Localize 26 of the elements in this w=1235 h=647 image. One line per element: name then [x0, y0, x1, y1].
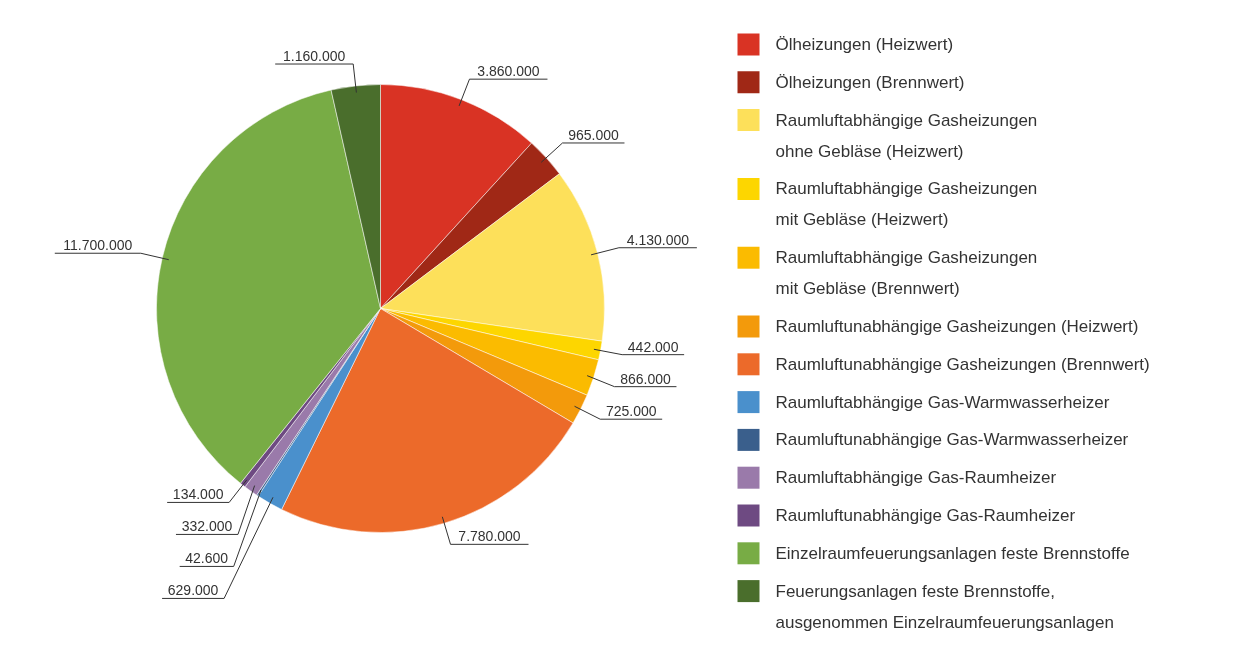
data-label: 4.130.000	[626, 231, 690, 248]
data-label: 42.600	[185, 550, 229, 567]
legend-label: Raumluftabhängige Gasheizungen mit Gebläse (Heizwert)	[775, 179, 1038, 230]
legend-label: Raumluftabhängige Gasheizungen ohne Gebläse (Heizwert)	[775, 110, 1038, 161]
legend-label: Raumluftunabhängige Gasheizungen (Brennwert)	[775, 354, 1150, 374]
legend-label: Ölheizungen (Brennwert)	[775, 72, 965, 92]
data-label: 7.780.000	[458, 528, 521, 545]
data-label: 725.000	[605, 403, 657, 420]
data-label: 1.160.000	[283, 48, 346, 65]
legend-label: Einzelraumfeuerungsanlagen feste Brennstoffe	[775, 543, 1130, 563]
data-label: 134.000	[172, 486, 224, 503]
data-label: 332.000	[181, 518, 233, 535]
legend-label: Feuerungsanlagen feste Brennstoffe, ausgenommen Einzelraumfeuerungsanlagen	[775, 581, 1114, 632]
legend-label: Raumluftunabhängige Gasheizungen (Heizwert)	[775, 317, 1139, 336]
data-label: 629.000	[167, 582, 219, 599]
legend-label: Raumluftunabhängige Gas-Raumheizer	[775, 506, 1076, 525]
legend-label: Raumluftabhängige Gas-Raumheizer	[775, 468, 1057, 488]
data-label: 3.860.000	[477, 63, 540, 80]
legend-label: Ölheizungen (Heizwert)	[775, 35, 954, 54]
data-label: 866.000	[620, 370, 671, 387]
data-label: 442.000	[627, 338, 679, 355]
legend-label: Raumluftabhängige Gasheizungen mit Gebläse (Brennwert)	[775, 248, 1038, 299]
legend-label: Raumluftunabhängige Gas-Warmwasserheizer	[775, 430, 1129, 450]
data-label: 965.000	[568, 126, 619, 143]
data-label: 11.700.000	[63, 237, 133, 254]
legend-label: Raumluftabhängige Gas-Warmwasserheizer	[775, 392, 1110, 412]
